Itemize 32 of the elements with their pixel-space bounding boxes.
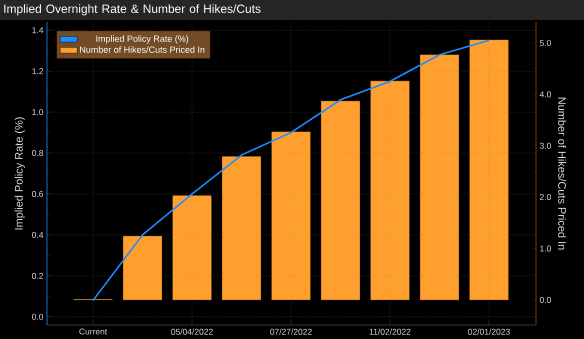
y-tick-label: 0.0	[32, 314, 44, 320]
y-tick-label: 1.2	[32, 68, 44, 74]
x-tick-label: 07/27/2022	[270, 328, 312, 335]
legend-label: Implied Policy Rate (%)	[96, 35, 188, 44]
bar	[123, 236, 162, 300]
y2-tick-label: 0.0	[540, 296, 551, 303]
bar	[172, 195, 212, 300]
bar	[222, 156, 262, 300]
x-tick-label: 02/01/2023	[468, 328, 510, 335]
y2-axis-title: Number of Hikes/Cuts Priced In	[558, 98, 566, 250]
bar	[420, 54, 459, 300]
x-tick-label: Current	[79, 328, 108, 335]
y2-tick-label: 4.0	[540, 91, 551, 98]
x-tick-label: 11/02/2022	[370, 328, 410, 335]
bar	[469, 40, 508, 300]
y2-tick-label: 5.0	[540, 40, 551, 46]
legend-label: Number of Hikes/Cuts Priced In	[80, 46, 204, 53]
chart-title: Implied Overnight Rate & Number of Hikes/Cuts	[4, 4, 261, 16]
x-tick-label: 05/04/2022	[171, 328, 213, 335]
y-tick-label: 1.4	[32, 27, 44, 34]
bar	[272, 132, 311, 300]
y-tick-label: 0.4	[32, 232, 44, 238]
y2-tick-label: 3.0	[540, 142, 551, 149]
y2-tick-label: 1.0	[540, 245, 551, 252]
bar	[321, 100, 360, 300]
y2-tick-label: 2.0	[540, 194, 551, 200]
y-axis-title: Implied Policy Rate (%)	[14, 117, 25, 230]
bar	[370, 80, 410, 300]
y-tick-label: 0.8	[32, 150, 44, 156]
y-tick-label: 1.0	[32, 109, 44, 116]
y-tick-label: 0.6	[32, 190, 44, 197]
y-tick-label: 0.2	[32, 272, 44, 279]
